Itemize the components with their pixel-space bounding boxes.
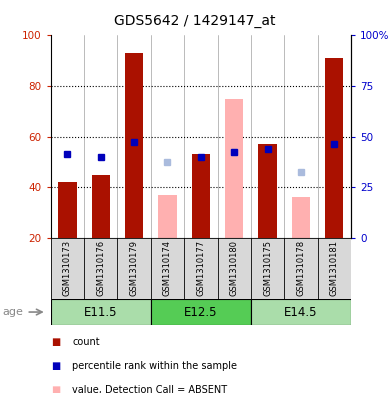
Text: E14.5: E14.5 [284, 305, 318, 319]
Bar [92, 174, 110, 238]
Bar [325, 58, 344, 238]
Bar [158, 195, 177, 238]
Text: GSM1310174: GSM1310174 [163, 240, 172, 296]
Text: GSM1310180: GSM1310180 [230, 240, 239, 296]
Text: ■: ■ [51, 361, 60, 371]
Text: age: age [2, 307, 23, 317]
Bar [51, 299, 151, 325]
Bar [151, 299, 251, 325]
Text: E11.5: E11.5 [84, 305, 117, 319]
Bar [125, 53, 143, 238]
Text: ■: ■ [51, 385, 60, 393]
Text: percentile rank within the sample: percentile rank within the sample [72, 361, 237, 371]
Bar [251, 299, 351, 325]
Text: GSM1310181: GSM1310181 [330, 240, 339, 296]
Bar [58, 182, 76, 238]
Text: value, Detection Call = ABSENT: value, Detection Call = ABSENT [72, 385, 227, 393]
Bar [191, 154, 210, 238]
Bar [292, 197, 310, 238]
Text: GSM1310173: GSM1310173 [63, 240, 72, 296]
Text: GSM1310176: GSM1310176 [96, 240, 105, 296]
Text: GSM1310179: GSM1310179 [129, 240, 138, 296]
Text: GSM1310178: GSM1310178 [296, 240, 305, 296]
Text: GSM1310177: GSM1310177 [196, 240, 206, 296]
Text: count: count [72, 336, 100, 347]
Text: ■: ■ [51, 336, 60, 347]
Bar [225, 99, 243, 238]
Text: GDS5642 / 1429147_at: GDS5642 / 1429147_at [114, 14, 276, 28]
Text: GSM1310175: GSM1310175 [263, 240, 272, 296]
Text: E12.5: E12.5 [184, 305, 218, 319]
Bar [259, 144, 277, 238]
